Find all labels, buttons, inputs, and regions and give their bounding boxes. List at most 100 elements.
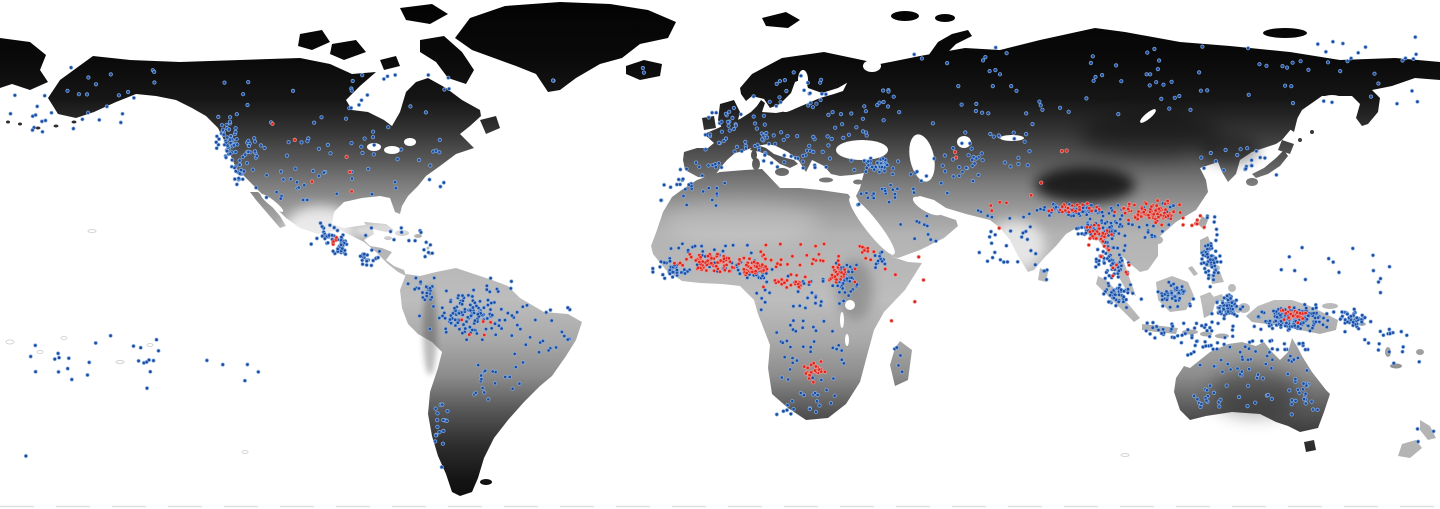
map-point bbox=[488, 276, 493, 281]
map-point bbox=[1207, 325, 1213, 330]
landmass-new-britain bbox=[1322, 303, 1338, 309]
map-point bbox=[866, 159, 871, 164]
map-point bbox=[1113, 303, 1119, 308]
map-point bbox=[658, 198, 664, 203]
map-point bbox=[1269, 396, 1274, 401]
map-point bbox=[1295, 355, 1301, 360]
map-point bbox=[889, 318, 894, 323]
map-point bbox=[1008, 164, 1013, 169]
map-point bbox=[1088, 229, 1093, 234]
map-point bbox=[254, 185, 259, 190]
map-point bbox=[1171, 203, 1176, 208]
map-point bbox=[412, 238, 418, 243]
map-point bbox=[1133, 215, 1138, 220]
map-point bbox=[490, 312, 495, 318]
map-point bbox=[967, 141, 973, 146]
map-point bbox=[809, 290, 815, 295]
map-point bbox=[417, 313, 422, 318]
map-point bbox=[120, 111, 125, 116]
map-point bbox=[667, 259, 673, 264]
map-point bbox=[1183, 331, 1188, 336]
map-point bbox=[1111, 245, 1116, 250]
map-point bbox=[793, 279, 798, 284]
map-point bbox=[997, 72, 1003, 77]
map-point bbox=[899, 369, 905, 374]
map-point bbox=[764, 130, 769, 136]
map-point bbox=[1152, 46, 1157, 52]
map-point bbox=[108, 333, 113, 338]
map-point bbox=[911, 190, 917, 195]
map-point bbox=[1025, 163, 1030, 168]
map-point bbox=[1085, 201, 1090, 206]
map-point bbox=[483, 326, 489, 332]
map-point bbox=[657, 264, 663, 269]
map-point bbox=[12, 93, 17, 98]
map-point bbox=[811, 324, 816, 330]
map-point bbox=[807, 279, 812, 285]
map-point bbox=[1071, 213, 1076, 218]
map-point bbox=[836, 262, 842, 267]
map-point bbox=[764, 271, 769, 276]
map-point bbox=[1263, 361, 1268, 367]
map-point bbox=[1066, 109, 1071, 114]
water-hudson-bay bbox=[363, 83, 397, 113]
water-red-sea bbox=[849, 197, 895, 255]
water-balkhash bbox=[1000, 135, 1024, 141]
map-point bbox=[726, 123, 731, 128]
map-point bbox=[699, 244, 704, 249]
water-rift-lake-2 bbox=[845, 334, 849, 346]
map-point bbox=[1144, 328, 1149, 333]
map-point bbox=[705, 254, 711, 259]
map-point bbox=[925, 232, 931, 237]
map-point bbox=[487, 289, 492, 294]
map-point bbox=[1070, 208, 1075, 213]
landmass-kuril-2 bbox=[1310, 130, 1314, 134]
map-point bbox=[442, 310, 447, 315]
map-point bbox=[216, 142, 221, 147]
map-point bbox=[759, 307, 764, 312]
map-point bbox=[801, 165, 806, 170]
map-point bbox=[1321, 315, 1326, 321]
map-point bbox=[370, 135, 376, 140]
map-point bbox=[1180, 333, 1185, 338]
map-point bbox=[1181, 321, 1186, 326]
map-point bbox=[274, 190, 279, 195]
map-point bbox=[1161, 327, 1166, 332]
map-point bbox=[1147, 83, 1152, 88]
map-point bbox=[1136, 209, 1141, 214]
map-point bbox=[1059, 149, 1065, 154]
map-point bbox=[755, 142, 760, 147]
map-point bbox=[822, 369, 828, 374]
map-point bbox=[1203, 270, 1208, 275]
map-point bbox=[226, 127, 232, 132]
map-point bbox=[489, 300, 494, 306]
map-point bbox=[1004, 243, 1009, 248]
map-point bbox=[1238, 349, 1243, 355]
map-point bbox=[1110, 236, 1115, 241]
water-sea-okhotsk bbox=[1314, 95, 1350, 121]
map-point bbox=[940, 163, 945, 168]
map-point bbox=[760, 273, 765, 278]
map-point bbox=[1115, 203, 1121, 208]
map-point bbox=[492, 321, 498, 326]
map-point bbox=[944, 60, 950, 66]
map-point bbox=[879, 250, 885, 255]
map-point bbox=[882, 261, 888, 266]
map-point bbox=[104, 104, 110, 109]
map-point bbox=[775, 164, 780, 169]
map-point bbox=[791, 304, 796, 309]
landmass-layer bbox=[0, 2, 1440, 496]
map-point bbox=[731, 105, 737, 111]
map-point bbox=[216, 137, 222, 142]
map-point bbox=[1194, 339, 1199, 344]
map-point bbox=[1123, 211, 1128, 216]
map-point bbox=[1159, 222, 1164, 227]
map-point bbox=[1159, 96, 1164, 102]
map-point bbox=[730, 115, 735, 121]
map-point bbox=[1103, 276, 1108, 281]
map-point bbox=[76, 92, 82, 97]
map-point bbox=[838, 277, 843, 282]
map-point bbox=[1107, 258, 1112, 263]
map-point bbox=[837, 301, 842, 306]
map-point bbox=[1209, 328, 1214, 333]
